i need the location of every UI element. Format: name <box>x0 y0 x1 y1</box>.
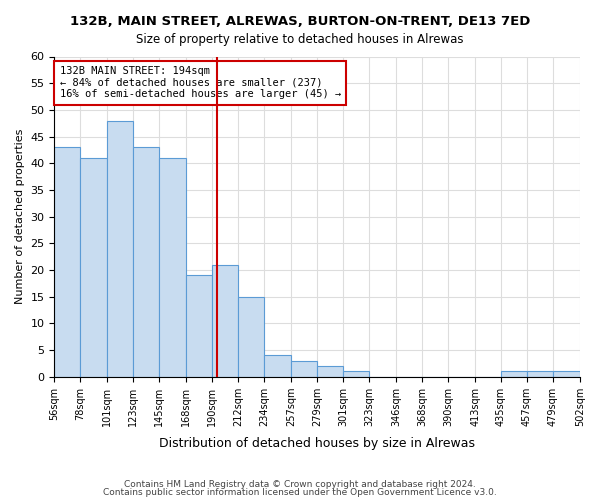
Bar <box>317 366 343 376</box>
Bar <box>80 158 107 376</box>
Bar <box>343 372 369 376</box>
Bar <box>238 296 264 376</box>
Bar <box>133 147 159 376</box>
Bar <box>527 372 553 376</box>
X-axis label: Distribution of detached houses by size in Alrewas: Distribution of detached houses by size … <box>159 437 475 450</box>
Bar <box>553 372 580 376</box>
Bar <box>501 372 527 376</box>
Y-axis label: Number of detached properties: Number of detached properties <box>15 129 25 304</box>
Bar <box>55 147 80 376</box>
Text: 132B MAIN STREET: 194sqm
← 84% of detached houses are smaller (237)
16% of semi-: 132B MAIN STREET: 194sqm ← 84% of detach… <box>59 66 341 100</box>
Bar <box>187 276 212 376</box>
Bar <box>107 120 133 376</box>
Text: Contains public sector information licensed under the Open Government Licence v3: Contains public sector information licen… <box>103 488 497 497</box>
Text: 132B, MAIN STREET, ALREWAS, BURTON-ON-TRENT, DE13 7ED: 132B, MAIN STREET, ALREWAS, BURTON-ON-TR… <box>70 15 530 28</box>
Bar <box>212 264 238 376</box>
Bar <box>159 158 187 376</box>
Text: Contains HM Land Registry data © Crown copyright and database right 2024.: Contains HM Land Registry data © Crown c… <box>124 480 476 489</box>
Bar <box>264 356 291 376</box>
Text: Size of property relative to detached houses in Alrewas: Size of property relative to detached ho… <box>136 32 464 46</box>
Bar <box>291 360 317 376</box>
